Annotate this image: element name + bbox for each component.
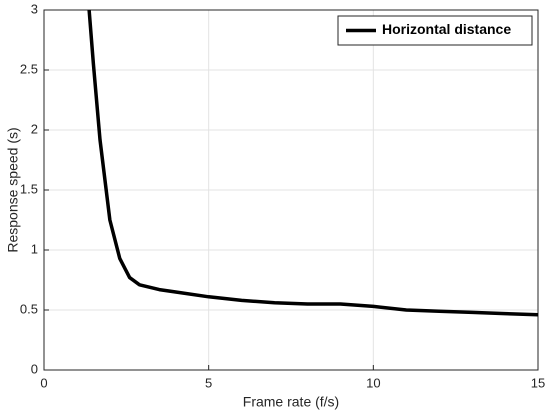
axes-box xyxy=(43,9,539,371)
legend-box xyxy=(337,15,533,46)
y-tick-label: 0 xyxy=(31,361,38,376)
y-tick-label: 2.5 xyxy=(20,61,38,76)
x-tick-label: 15 xyxy=(531,375,545,390)
y-tick-label: 3 xyxy=(31,1,38,16)
y-tick-label: 0.5 xyxy=(20,301,38,316)
data-line xyxy=(87,9,539,317)
x-tick-label: 5 xyxy=(205,375,212,390)
x-axis-label: Frame rate (f/s) xyxy=(243,394,339,410)
legend-label: Horizontal distance xyxy=(382,21,511,37)
legend: Horizontal distance xyxy=(337,15,533,46)
y-tick-label: 1 xyxy=(31,241,38,256)
x-tick-label: 0 xyxy=(40,375,47,390)
y-tick-label: 1.5 xyxy=(20,181,38,196)
x-tick-label: 10 xyxy=(366,375,380,390)
y-axis-label: Response speed (s) xyxy=(5,127,21,252)
y-tick-label: 2 xyxy=(31,121,38,136)
